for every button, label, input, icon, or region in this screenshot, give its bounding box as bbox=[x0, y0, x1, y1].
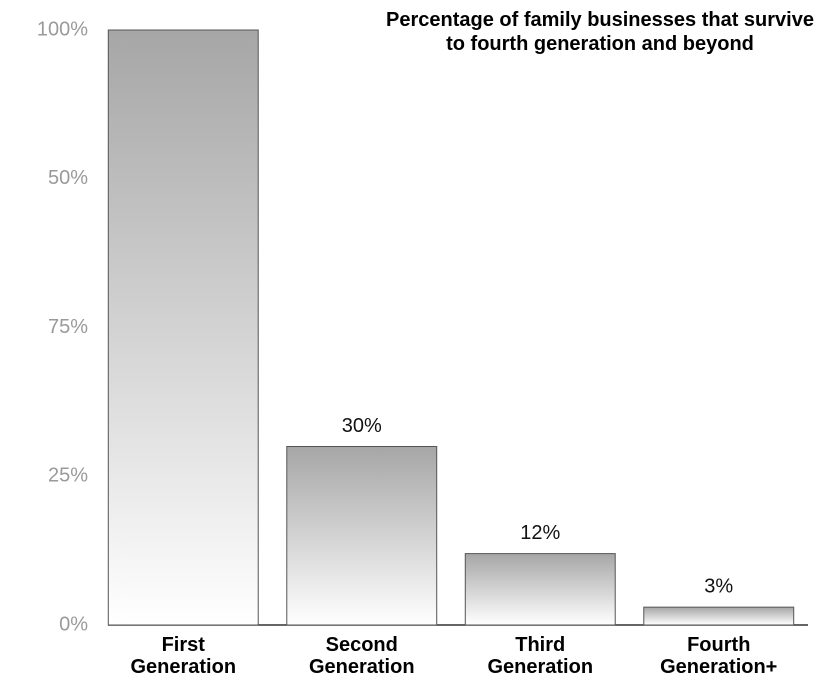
bar bbox=[107, 29, 259, 626]
value-label: 30% bbox=[342, 415, 382, 437]
bar bbox=[464, 553, 616, 626]
y-tick-label: 50% bbox=[48, 167, 88, 189]
x-tick-label: Third Generation bbox=[487, 634, 594, 678]
x-tick-label: First Generation bbox=[130, 634, 237, 678]
value-label: 3% bbox=[704, 575, 733, 597]
value-label: 12% bbox=[520, 522, 560, 544]
y-tick-label: 75% bbox=[48, 316, 88, 338]
y-tick-label: 0% bbox=[59, 613, 88, 635]
y-tick-label: 25% bbox=[48, 465, 88, 487]
y-tick-label: 100% bbox=[37, 18, 88, 40]
bar bbox=[286, 446, 438, 626]
x-tick-label: Fourth Generation+ bbox=[660, 634, 778, 678]
x-tick-label: Second Generation bbox=[308, 634, 415, 678]
chart-title: Percentage of family businesses that sur… bbox=[386, 9, 814, 55]
bar bbox=[643, 606, 795, 626]
